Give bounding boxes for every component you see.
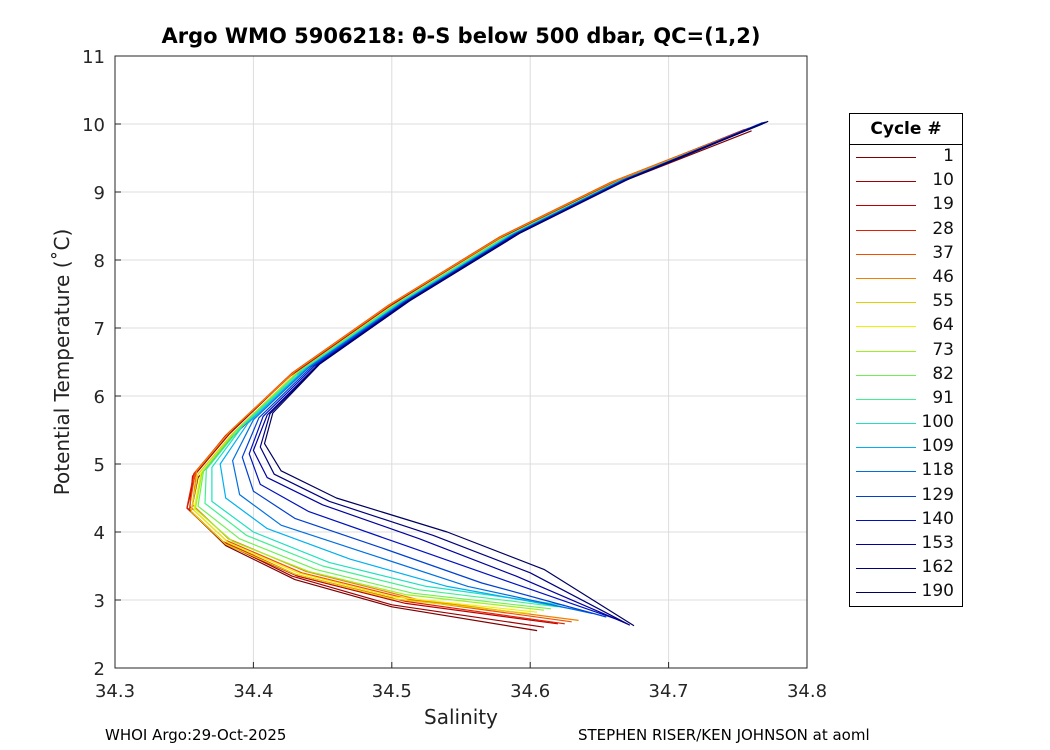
legend-swatch [856,229,916,231]
legend-item-118: 118 [850,459,962,483]
legend-swatch [856,302,916,304]
series-line-cycle-190 [263,120,769,627]
y-axis-label: Potential Temperature (˚C) [50,228,74,496]
legend-label: 129 [921,484,954,505]
y-tick-label: 4 [94,523,105,544]
legend-item-55: 55 [850,290,962,314]
legend-swatch [856,544,916,545]
legend-label: 46 [932,266,954,287]
legend-item-82: 82 [850,363,962,387]
legend-item-162: 162 [850,556,962,580]
legend-label: 64 [932,315,954,336]
legend-item-1: 1 [850,145,962,169]
legend-label: 19 [932,194,954,215]
legend-item-190: 190 [850,580,962,604]
legend-item-129: 129 [850,484,962,508]
footer-credit-left: WHOI Argo:29-Oct-2025 [105,726,287,744]
y-tick-label: 6 [94,387,105,408]
legend-item-109: 109 [850,435,962,459]
footer-credit-right: STEPHEN RISER/KEN JOHNSON at aoml [578,726,870,744]
legend-title: Cycle # [850,114,962,145]
legend-swatch [856,519,916,521]
legend-swatch [856,350,916,352]
x-axis-label: Salinity [424,705,498,729]
x-tick-label: 34.7 [649,681,689,702]
chart-title: Argo WMO 5906218: θ-S below 500 dbar, QC… [161,24,761,48]
legend-label: 140 [921,508,954,529]
legend-label: 153 [921,533,954,553]
legend-label: 10 [932,170,954,191]
legend-swatch [856,205,916,207]
legend-swatch [856,277,916,279]
legend-item-64: 64 [850,314,962,338]
y-tick-label: 3 [94,591,105,612]
legend-swatch [856,423,916,425]
x-tick-label: 34.4 [233,681,273,702]
series-group [186,120,769,632]
legend-label: 82 [932,363,954,384]
legend-item-28: 28 [850,218,962,242]
x-axis-ticks: 34.3 34.4 34.5 34.6 34.7 34.8 [95,662,827,702]
y-tick-label: 9 [94,183,105,204]
y-tick-label: 7 [94,319,105,340]
series-line-cycle-118 [232,123,763,615]
legend-items: 1 10 19 28 37 46 55 64 73 82 91 100 109 118 129 140 153 1… [850,145,962,605]
legend-swatch [856,181,916,183]
series-line-cycle-153 [252,121,766,625]
legend-swatch [856,157,916,158]
series-line-cycle-46 [191,126,755,621]
legend-item-100: 100 [850,411,962,435]
legend-label: 91 [932,387,954,408]
x-tick-label: 34.3 [95,681,135,702]
y-axis-ticks: 2 3 4 5 6 7 8 9 10 11 [82,47,121,680]
legend-item-37: 37 [850,242,962,266]
legend-swatch [856,495,916,497]
legend-swatch [856,568,916,570]
legend-label: 28 [932,218,954,239]
x-tick-label: 34.8 [787,681,827,702]
legend-item-73: 73 [850,339,962,363]
legend-label: 190 [921,581,954,602]
legend-item-91: 91 [850,387,962,411]
plot-frame [114,55,808,669]
legend-swatch [856,374,916,376]
y-tick-label: 8 [94,251,105,272]
legend-swatch [856,398,916,400]
legend-swatch [856,447,916,449]
legend-item-19: 19 [850,193,962,217]
legend-label: 109 [921,436,954,457]
legend-label: 100 [921,412,954,433]
y-tick-label: 2 [94,659,105,680]
legend-label: 73 [932,339,954,360]
legend-label: 118 [921,460,954,481]
legend-item-153: 153 [850,532,962,556]
legend-swatch [856,326,916,328]
legend: Cycle # 1 10 19 28 37 46 55 64 73 82 91 100 109 118 12… [849,113,963,607]
legend-label: 1 [943,146,954,166]
y-tick-label: 10 [82,115,105,136]
legend-swatch [856,592,916,594]
legend-swatch [856,471,916,473]
plot-area [115,56,807,668]
x-tick-label: 34.6 [510,681,550,702]
legend-item-10: 10 [850,169,962,193]
legend-item-140: 140 [850,508,962,532]
y-tick-label: 11 [82,47,105,68]
y-tick-label: 5 [94,455,105,476]
legend-label: 162 [921,557,954,578]
legend-label: 55 [932,291,954,312]
legend-swatch [856,253,916,255]
x-tick-label: 34.5 [372,681,412,702]
legend-label: 37 [932,242,954,263]
legend-item-46: 46 [850,266,962,290]
